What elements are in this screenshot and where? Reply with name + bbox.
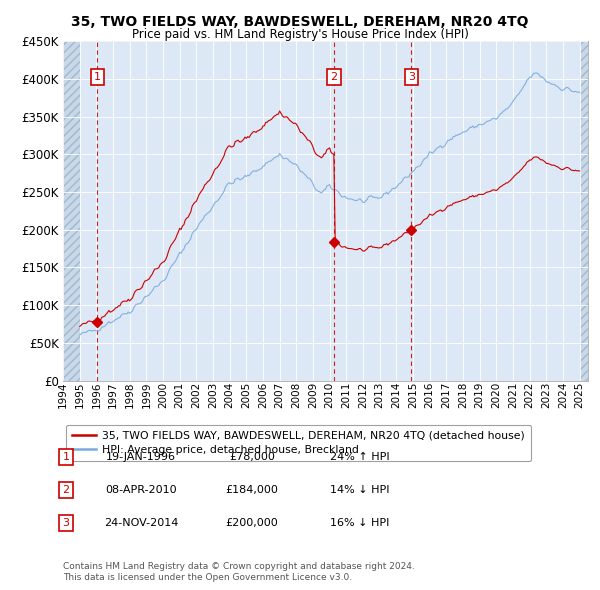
Text: Price paid vs. HM Land Registry's House Price Index (HPI): Price paid vs. HM Land Registry's House … — [131, 28, 469, 41]
Text: Contains HM Land Registry data © Crown copyright and database right 2024.: Contains HM Land Registry data © Crown c… — [63, 562, 415, 571]
Text: 24-NOV-2014: 24-NOV-2014 — [104, 519, 178, 528]
Text: 08-APR-2010: 08-APR-2010 — [105, 486, 177, 495]
Text: 2: 2 — [331, 72, 338, 82]
Text: 16% ↓ HPI: 16% ↓ HPI — [331, 519, 389, 528]
Text: 3: 3 — [408, 72, 415, 82]
Text: 35, TWO FIELDS WAY, BAWDESWELL, DEREHAM, NR20 4TQ: 35, TWO FIELDS WAY, BAWDESWELL, DEREHAM,… — [71, 15, 529, 30]
Text: This data is licensed under the Open Government Licence v3.0.: This data is licensed under the Open Gov… — [63, 573, 352, 582]
Text: £200,000: £200,000 — [226, 519, 278, 528]
Bar — [63, 41, 80, 381]
Text: 2: 2 — [62, 486, 70, 495]
Text: 24% ↑ HPI: 24% ↑ HPI — [330, 453, 390, 462]
Text: 3: 3 — [62, 519, 70, 528]
Bar — [580, 41, 596, 381]
Text: 19-JAN-1996: 19-JAN-1996 — [106, 453, 176, 462]
Text: £78,000: £78,000 — [229, 453, 275, 462]
Legend: 35, TWO FIELDS WAY, BAWDESWELL, DEREHAM, NR20 4TQ (detached house), HPI: Average: 35, TWO FIELDS WAY, BAWDESWELL, DEREHAM,… — [66, 425, 531, 461]
Text: 1: 1 — [94, 72, 101, 82]
Text: 14% ↓ HPI: 14% ↓ HPI — [330, 486, 390, 495]
Text: 1: 1 — [62, 453, 70, 462]
Text: £184,000: £184,000 — [226, 486, 278, 495]
